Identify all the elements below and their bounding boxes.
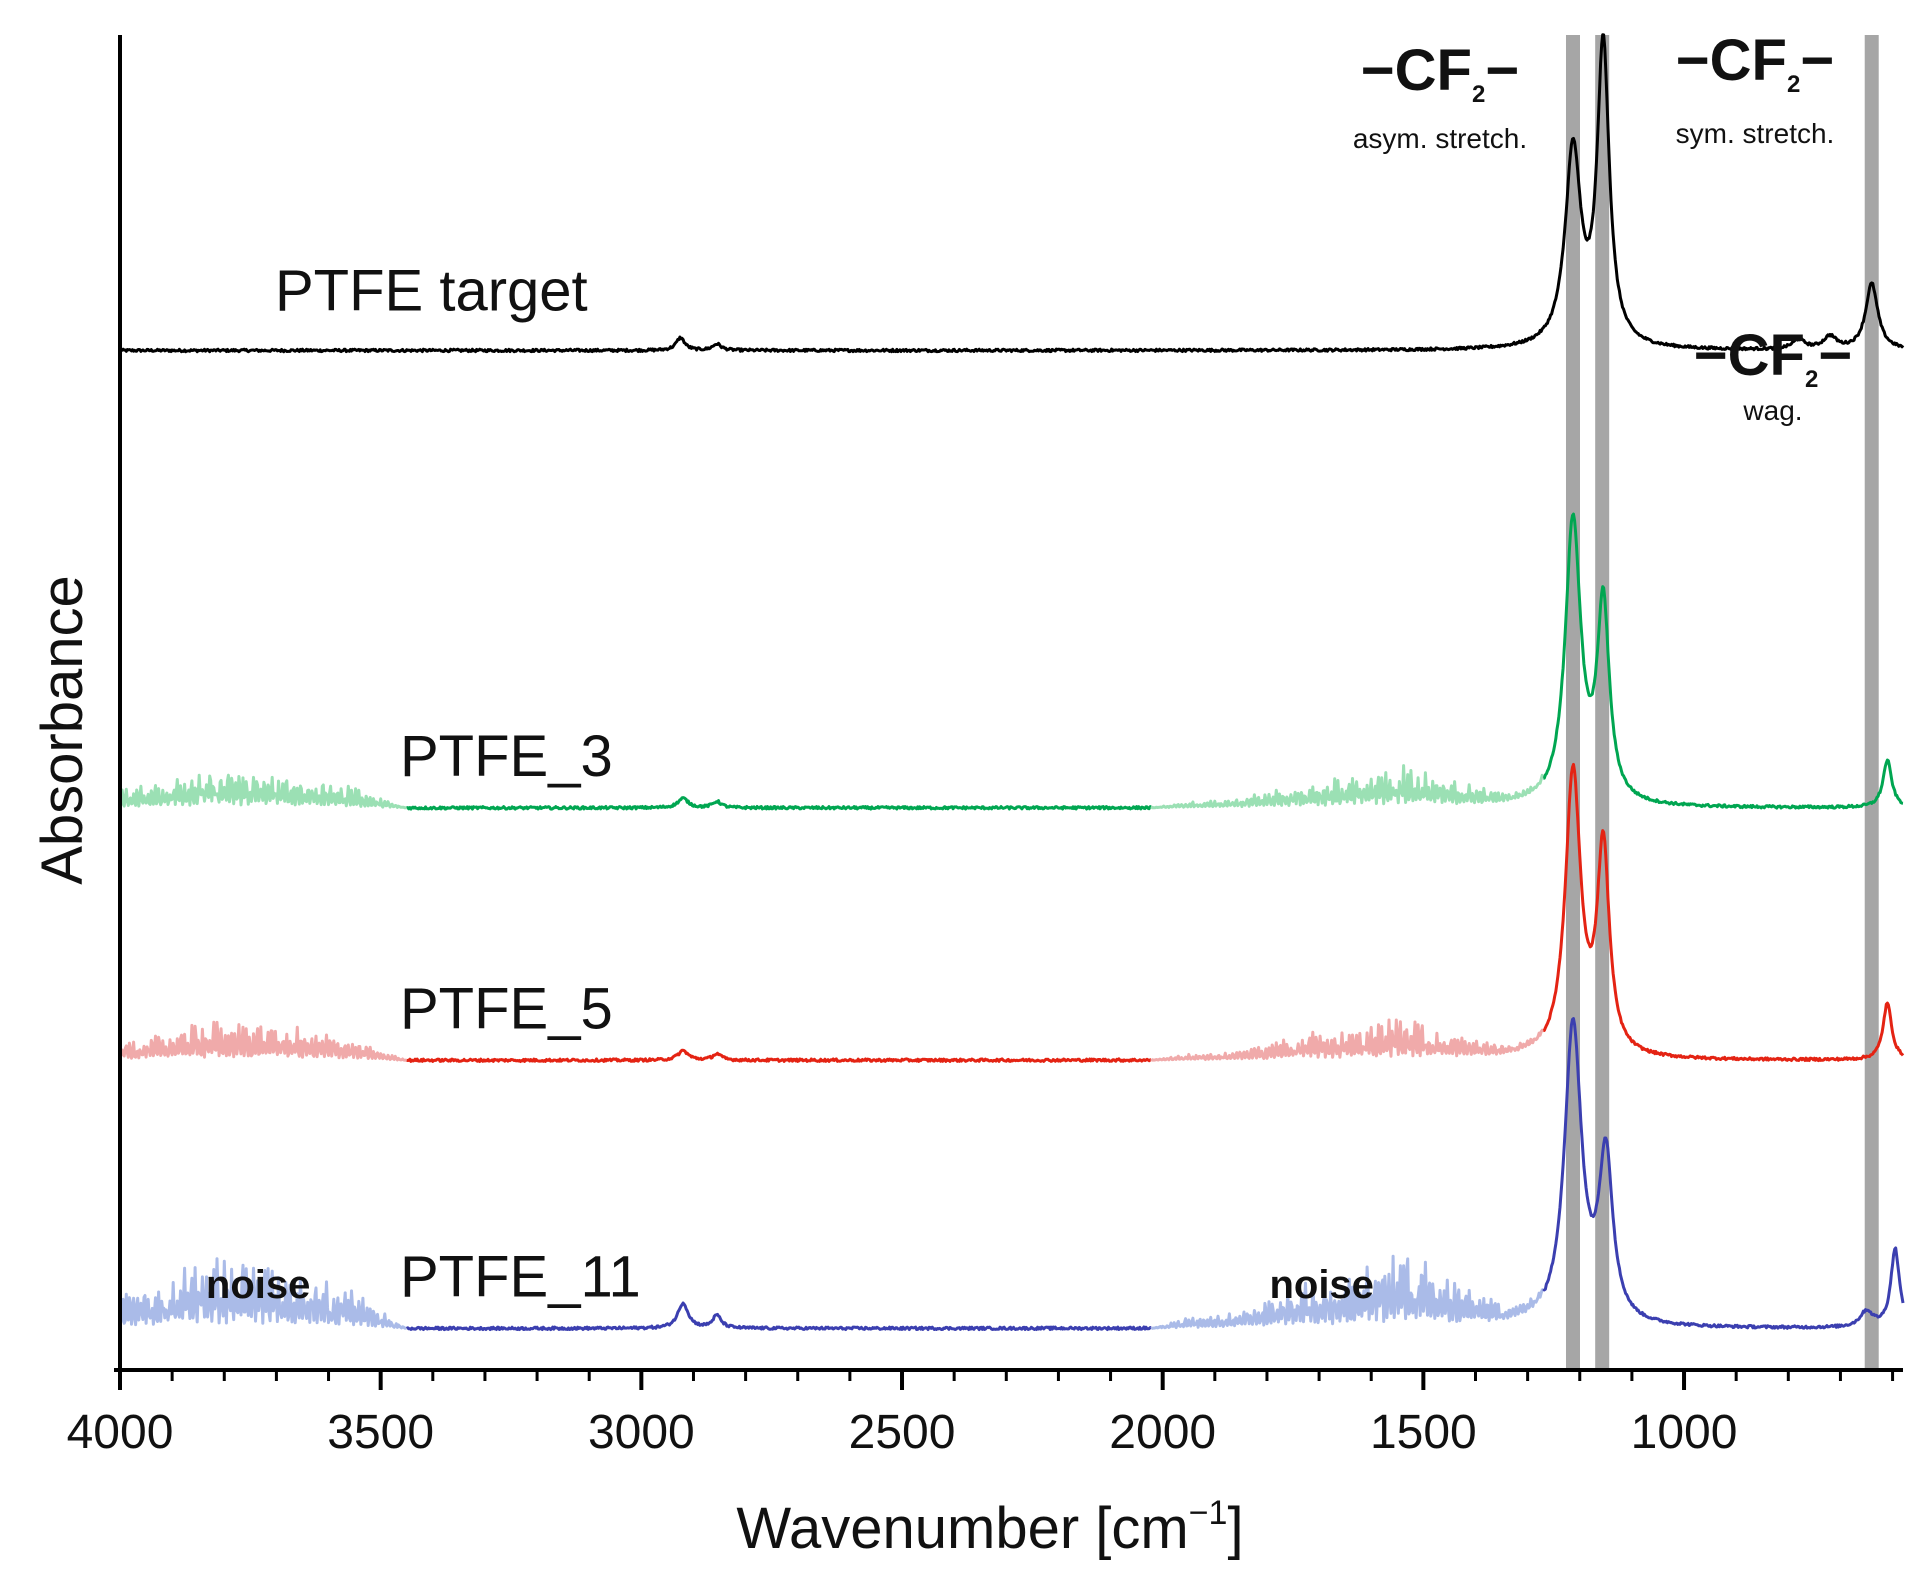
band-3-title: −CF2− <box>1694 323 1852 393</box>
noise-segment-ptfe-5 <box>1150 1018 1544 1062</box>
band-3-highlight <box>1864 35 1879 1368</box>
series-label-ptfe-11: PTFE_11 <box>400 1244 641 1309</box>
spectra-series <box>118 33 1905 1332</box>
noise-segment-ptfe-11 <box>118 1257 408 1330</box>
spectrum-segment-ptfe-5 <box>406 1048 1153 1063</box>
series-label-ptfe-5: PTFE_5 <box>400 976 613 1041</box>
noise-segment-ptfe-11 <box>1150 1254 1545 1331</box>
series-label-ptfe-3: PTFE_3 <box>400 724 613 789</box>
noise-segment-ptfe-3 <box>1150 764 1545 810</box>
spectrum-segment-ptfe-11 <box>405 1301 1153 1332</box>
series-labels: PTFE target PTFE_3 PTFE_5 PTFE_11 <box>275 258 641 1309</box>
band-2-highlight <box>1595 35 1610 1368</box>
series-ptfe-11 <box>118 1017 1905 1332</box>
x-tick-label-1500: 1500 <box>1370 1406 1477 1459</box>
y-axis-title: Absorbance <box>30 575 95 885</box>
x-tick-label-2000: 2000 <box>1109 1406 1216 1459</box>
series-label-ptfe-target: PTFE target <box>275 258 588 323</box>
noise-annotation-1: noise <box>206 1263 310 1307</box>
series-ptfe-target <box>118 33 1905 354</box>
series-ptfe-5 <box>118 762 1905 1063</box>
x-tick-label-1000: 1000 <box>1631 1406 1738 1459</box>
noise-segment-ptfe-3 <box>118 773 408 810</box>
spectrum-segment-ptfe-target <box>118 33 1905 354</box>
band-3-note: wag. <box>1742 395 1802 426</box>
band-1-title: −CF2− <box>1361 38 1519 108</box>
x-axis-title: Wavenumber [cm−1] <box>736 1494 1243 1561</box>
band-1-note: asym. stretch. <box>1353 123 1527 154</box>
axes: 4000 3500 3000 2500 2000 1500 1000 <box>67 35 1903 1459</box>
band-2-title: −CF2− <box>1676 28 1834 98</box>
band-1-highlight <box>1565 35 1580 1368</box>
band-2-note: sym. stretch. <box>1676 118 1835 149</box>
spectrum-segment-ptfe-11 <box>1542 1017 1905 1330</box>
x-tick-label-3000: 3000 <box>588 1406 695 1459</box>
noise-segment-ptfe-5 <box>118 1020 408 1062</box>
spectrum-segment-ptfe-3 <box>406 796 1152 811</box>
x-ticks: 4000 3500 3000 2500 2000 1500 1000 <box>67 1370 1895 1459</box>
noise-annotation-2: noise <box>1269 1263 1373 1307</box>
x-tick-label-2500: 2500 <box>849 1406 956 1459</box>
x-tick-label-4000: 4000 <box>67 1406 174 1459</box>
series-ptfe-3 <box>118 512 1904 811</box>
x-tick-label-3500: 3500 <box>327 1406 434 1459</box>
x-axis-title-superscript: −1 <box>1189 1494 1228 1532</box>
spectrum-segment-ptfe-5 <box>1542 762 1905 1063</box>
spectrum-segment-ptfe-3 <box>1542 512 1904 810</box>
annotations: −CF2− asym. stretch. −CF2− sym. stretch. −CF… <box>206 28 1852 1307</box>
